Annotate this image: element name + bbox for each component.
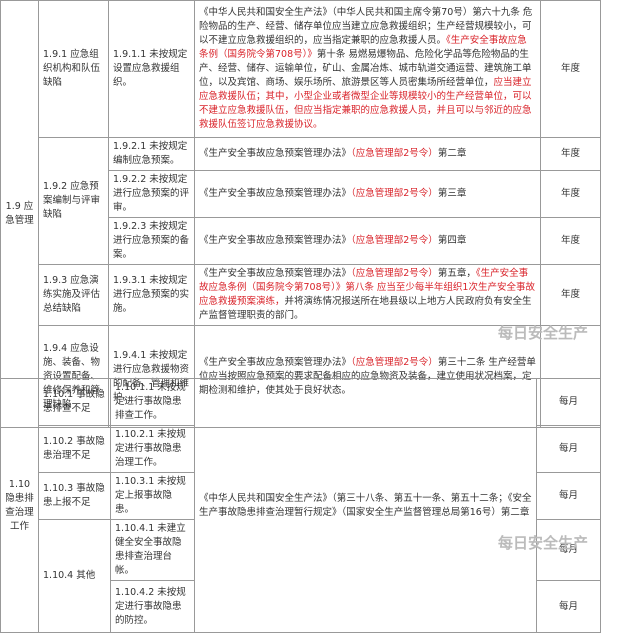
frequency-cell: 年度 [540,264,601,326]
subcategory-cell: 1.9.2 应急预案编制与评审缺陷 [38,137,109,265]
row: 1.9 应急管理 1.9.1 应急组织机构和队伍缺陷 1.9.1.1 未按规定设置应… [0,0,601,428]
basis-text: 《中华人民共和国安全生产法》（中华人民共和国主席令第70号）第六十九条 危险物品… [199,7,533,46]
basis-text: （应急管理部2号令） [351,148,438,159]
basis-text: 第十条 易燃易爆物品、危险化学品等危险物品的生产、经营、储存、运输单位，矿山、金… [199,49,532,88]
table-emergency: 1.9 应急管理 1.9.1 应急组织机构和队伍缺陷 1.9.1.1 未按规定设置应… [0,0,601,428]
row: 1.10 隐患排查治理工作 1.10.1 事故隐患排查不足 1.10.1.1 未按规… [0,378,601,633]
item-cell: 1.9.1.1 未按规定设置应急救援组织。 [108,0,195,138]
frequency-cell: 每月 [536,519,601,581]
frequency-cell: 年度 [540,0,601,138]
row: 1.10.3 事故隐患上报不足 1.10.3.1 未按规定上报事故隐患。 每月 [1,472,601,520]
table-hazard: 1.10 隐患排查治理工作 1.10.1 事故隐患排查不足 1.10.1.1 未按规… [0,378,601,633]
basis-text: 《生产安全事故应急条例（国务院令第708号）》 [199,35,527,60]
subcategory-cell: 1.10.3 事故隐患上报不足 [38,472,111,520]
subcategory-cell: 1.10.2 事故隐患治理不足 [38,425,111,473]
basis-text: （应急管理部2号令） [351,235,438,246]
item-cell: 1.10.4.2 未按规定进行事故隐患的防控。 [110,580,195,633]
frequency-cell: 年度 [540,170,601,218]
basis-cell: 《生产安全事故应急预案管理办法》（应急管理部2号令）第二章 [194,137,541,171]
frequency-cell: 每月 [536,425,601,473]
row: 1.10.2 事故隐患治理不足 1.10.2.1 未按规定进行事故隐患治理工作。 每… [1,425,601,473]
row: 1.9.2 应急预案编制与评审缺陷 1.9.2.1 未按规定编制应急预案。 《生产安… [1,137,601,265]
row: 1.9.3 应急演练实施及评估总结缺陷 1.9.3.1 未按规定进行应急预案的实施… [1,264,601,326]
item-cell: 1.10.4.1 未建立健全安全事故隐患排查治理台帐。 [110,519,195,581]
item-cell: 1.10.1.1 未按规定进行事故隐患排查工作。 [110,378,195,426]
basis-cell: 《生产安全事故应急预案管理办法》（应急管理部2号令）第三章 [194,170,541,218]
subcategory-cell: 1.9.3 应急演练实施及评估总结缺陷 [38,264,109,326]
subcategory-cell: 1.10.1 事故隐患排查不足 [38,378,111,426]
section-cell: 1.10 隐患排查治理工作 [0,378,39,633]
item-cell: 1.10.3.1 未按规定上报事故隐患。 [110,472,195,520]
item-cell: 1.9.2.2 未按规定进行应急预案的评审。 [108,170,195,218]
basis-text: 《生产安全事故应急预案管理办法》 [199,235,352,246]
basis-cell: 《生产安全事故应急预案管理办法》（应急管理部2号令）第五章，《生产安全事故应急条… [194,264,541,326]
basis-cell: 《中华人民共和国安全生产法》（第三十八条、第五十一条、第五十二条；《安全生产事故… [194,378,537,633]
basis-text: 应当建立应急救援队伍；其中，小型企业或者微型企业等规模较小的生产经营单位，可以不… [199,77,532,130]
basis-text: 《生产安全事故应急预案管理办法》 [199,356,352,368]
frequency-cell: 年度 [540,137,601,171]
basis-text: （应急管理部2号令） [351,188,438,199]
basis-cell: 《中华人民共和国安全生产法》（中华人民共和国主席令第70号）第六十九条 危险物品… [194,0,541,138]
frequency-cell: 每月 [536,580,601,633]
item-cell: 1.9.2.3 未按规定进行应急预案的备案。 [108,217,195,265]
item-cell: 1.9.2.1 未按规定编制应急预案。 [108,137,195,171]
frequency-cell: 年度 [540,217,601,265]
basis-text: 《生产安全事故应急预案管理办法》 [199,148,352,159]
section-cell: 1.9 应急管理 [0,0,39,428]
row: 1.9.2.3 未按规定进行应急预案的备案。 《生产安全事故应急预案管理办法》（应… [1,217,601,265]
basis-text: 《生产安全事故应急预案管理办法》 [199,268,352,279]
watermark: 每日安全生产 [498,324,589,342]
subcategory-cell: 1.10.4 其他 [38,519,111,633]
basis-text: 第四章 [437,235,467,246]
basis-text: 第三章 [437,188,467,199]
basis-text: 第五章， [437,268,476,279]
basis-cell: 《生产安全事故应急预案管理办法》（应急管理部2号令）第四章 [194,217,541,265]
basis-text: 第二章 [437,148,467,159]
basis-text: （应急管理部2号令） [351,356,438,368]
basis-text: 并将演练情况报送所在地县级以上地方人民政府负有安全生产监督管理职责的部门。 [199,296,532,321]
subcategory-cell: 1.9.1 应急组织机构和队伍缺陷 [38,0,109,138]
basis-text: （应急管理部2号令） [351,268,438,279]
page: 1.9 应急管理 1.9.1 应急组织机构和队伍缺陷 1.9.1.1 未按规定设置应… [0,0,601,633]
basis-text: 《生产安全事故应急预案管理办法》 [199,188,352,199]
frequency-cell: 每月 [536,472,601,520]
watermark: 每日安全生产 [498,534,589,552]
basis-text: 《生产安全事故应急条例（国务院令第708号）》第八条 应当至少每半年组织1次生产… [199,268,535,307]
item-cell: 1.9.3.1 未按规定进行应急预案的实施。 [108,264,195,326]
frequency-cell: 每月 [536,378,601,426]
item-cell: 1.10.2.1 未按规定进行事故隐患治理工作。 [110,425,195,473]
